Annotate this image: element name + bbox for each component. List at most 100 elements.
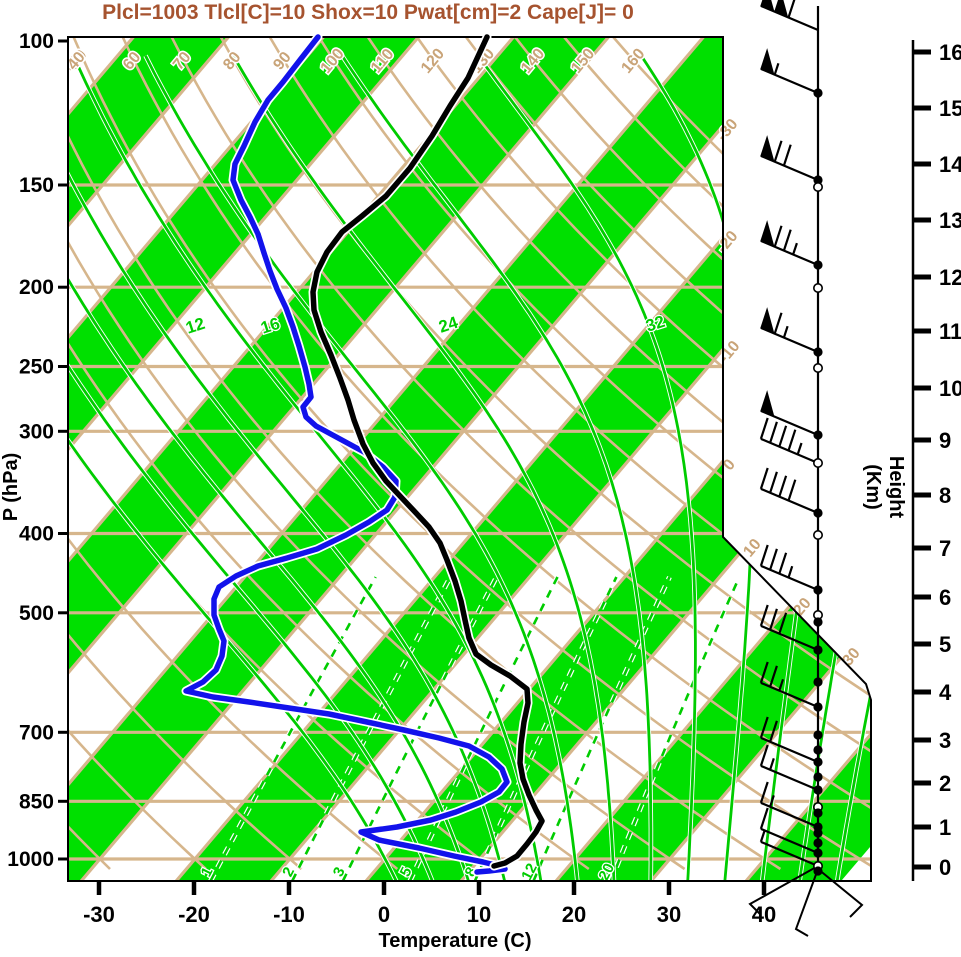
- dry-adiabat-line: [68, 37, 399, 871]
- dry-adiabat-line: [72, 37, 871, 871]
- isotherm-line: [68, 37, 230, 881]
- temperature-tick-label: 40: [752, 902, 776, 927]
- wind-barb: [760, 0, 819, 32]
- wind-level-dot: [813, 848, 823, 858]
- pressure-tick-label: 150: [19, 174, 54, 197]
- wind-barb: [759, 417, 819, 465]
- moist-adiabat-line: [232, 55, 616, 881]
- wind-level-dot: [813, 175, 823, 185]
- moist-adiabat-line: [340, 54, 653, 881]
- green-band: [0, 37, 39, 881]
- isotherm-line: [79, 37, 800, 881]
- height-tick-label: 1: [939, 815, 951, 840]
- dry-adiabat-line: [563, 37, 871, 871]
- wind-level-dot-open: [812, 457, 823, 468]
- mixing-ratio-line: [609, 576, 741, 881]
- wind-barb: [760, 48, 819, 95]
- height-tick-label: 15: [939, 96, 961, 121]
- height-tick-label: 14: [939, 152, 961, 177]
- moist-adiabat-line: [144, 55, 579, 881]
- dry-adiabat-line: [317, 37, 871, 871]
- pressure-tick-label: 200: [19, 276, 54, 299]
- pressure-tick-label: 850: [19, 790, 54, 813]
- wind-level-dot-open: [812, 529, 823, 540]
- wind-level-dot: [813, 785, 823, 795]
- wind-level-dot: [813, 745, 823, 755]
- isotherm-line: [744, 37, 871, 881]
- wind-level-dot: [813, 838, 823, 848]
- height-tick-label: 11: [939, 319, 961, 344]
- wind-barb: [759, 544, 819, 592]
- pressure-tick-label: 400: [19, 523, 54, 546]
- wind-barb: [759, 781, 819, 829]
- height-tick-label: 2: [939, 771, 951, 796]
- isotherm-line: [68, 37, 610, 881]
- wind-level-dot: [813, 347, 823, 357]
- height-tick-label: 8: [939, 483, 951, 508]
- wind-level-dot: [813, 88, 823, 98]
- isotherm-line: [68, 37, 325, 881]
- wind-barb: [759, 744, 819, 792]
- mixing-ratio-line: [473, 576, 618, 881]
- height-tick-label: 9: [939, 428, 951, 453]
- height-tick-label: 0: [939, 855, 951, 880]
- wind-barb: [759, 604, 819, 652]
- wind-barb: [759, 467, 819, 515]
- pressure-tick-label: 250: [19, 356, 54, 379]
- wind-barb: [760, 390, 819, 437]
- green-band: [68, 37, 419, 881]
- dry-adiabat-line: [68, 37, 303, 870]
- wind-level-dot-open: [812, 182, 823, 193]
- height-tick-label: 4: [939, 680, 952, 705]
- wind-level-dot: [813, 260, 823, 270]
- wind-level-dot: [813, 757, 823, 767]
- pressure-tick-label: 100: [19, 30, 54, 53]
- isotherm-line: [0, 37, 39, 881]
- moist-adiabat-line: [68, 55, 471, 881]
- dry-adiabat-line: [464, 37, 871, 871]
- surface-wind-barb: [748, 865, 819, 915]
- mixing-ratio-line: [209, 576, 377, 881]
- wind-barb: [760, 307, 819, 354]
- pressure-tick-label: 500: [19, 602, 54, 625]
- wind-level-dot: [813, 677, 823, 687]
- wind-barb: [760, 220, 819, 267]
- moist-adiabat-line: [835, 55, 871, 881]
- wind-level-dot: [813, 430, 823, 440]
- moist-adiabat-line: [68, 55, 398, 881]
- isotherm-edge-label: 30: [839, 645, 864, 670]
- isotherm-line: [68, 37, 420, 881]
- temperature-tick-label: -10: [273, 902, 305, 927]
- dry-adiabat-line: [170, 37, 871, 871]
- surface-wind-barb: [817, 868, 864, 918]
- temperature-tick-label: 0: [378, 902, 390, 927]
- wind-level-dot: [813, 808, 823, 818]
- mixing-ratio-label: 2: [279, 864, 298, 879]
- green-band: [68, 37, 609, 881]
- wind-level-dot: [813, 508, 823, 518]
- pressure-tick-label: 300: [19, 420, 54, 443]
- wind-level-dot-open: [812, 282, 823, 293]
- dry-adiabat-line: [268, 37, 871, 871]
- temperature-tick-label: 10: [467, 902, 491, 927]
- wind-level-dot: [813, 772, 823, 782]
- mixing-ratio-line: [291, 576, 452, 881]
- height-tick-label: 7: [939, 536, 951, 561]
- wind-level-dot-open: [812, 362, 823, 373]
- temperature-profile-line: [310, 34, 545, 869]
- height-tick-label: 3: [939, 728, 951, 753]
- wind-level-dot: [813, 828, 823, 838]
- chart-title: Plcl=1003 Tlcl[C]=10 Shox=10 Pwat[cm]=2 …: [102, 1, 634, 24]
- mixing-ratio-label: 3: [330, 864, 349, 879]
- moist-adiabat-line: [72, 55, 543, 881]
- height-tick-label: 10: [939, 376, 961, 401]
- pressure-tick-label: 1000: [7, 848, 54, 871]
- wind-barb: [759, 716, 819, 764]
- temperature-tick-label: -30: [83, 902, 115, 927]
- wind-level-dot: [813, 730, 823, 740]
- isotherm-edge-label: 10: [740, 536, 765, 561]
- dry-adiabat-line: [68, 37, 686, 871]
